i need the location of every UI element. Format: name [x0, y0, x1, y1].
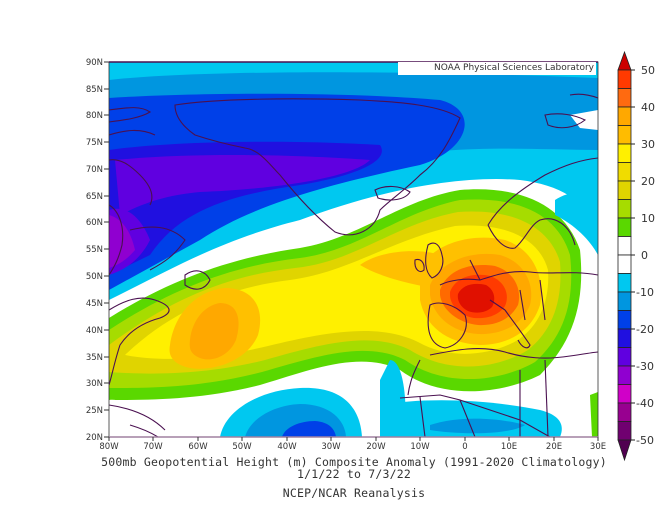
svg-text:50: 50: [641, 64, 655, 77]
svg-text:70N: 70N: [86, 165, 103, 175]
colorbar: [617, 50, 632, 462]
svg-text:40: 40: [641, 101, 655, 114]
svg-text:60N: 60N: [86, 218, 103, 228]
svg-text:20E: 20E: [546, 442, 562, 452]
svg-text:50N: 50N: [86, 272, 103, 282]
svg-text:80N: 80N: [86, 111, 103, 121]
svg-text:-50: -50: [636, 434, 654, 447]
svg-text:60W: 60W: [188, 442, 208, 452]
svg-text:70W: 70W: [143, 442, 163, 452]
svg-text:90N: 90N: [86, 58, 103, 68]
svg-text:30E: 30E: [590, 442, 606, 452]
svg-text:30: 30: [641, 138, 655, 151]
svg-text:25N: 25N: [86, 406, 103, 416]
svg-text:35N: 35N: [86, 353, 103, 363]
svg-text:20: 20: [641, 175, 655, 188]
lon-ticks: [108, 437, 599, 441]
svg-text:-10: -10: [636, 286, 654, 299]
map-title: 500mb Geopotential Height (m) Composite …: [101, 455, 607, 469]
svg-text:0: 0: [641, 249, 648, 262]
svg-text:30W: 30W: [321, 442, 341, 452]
svg-text:-20: -20: [636, 323, 654, 336]
svg-text:85N: 85N: [86, 85, 103, 95]
svg-text:30N: 30N: [86, 379, 103, 389]
svg-text:50W: 50W: [232, 442, 252, 452]
svg-text:20W: 20W: [366, 442, 386, 452]
svg-text:0: 0: [462, 442, 467, 452]
svg-text:40N: 40N: [86, 326, 103, 336]
svg-text:-40: -40: [636, 397, 654, 410]
coastlines: [109, 93, 598, 437]
credit-label: NOAA Physical Sciences Laboratory: [398, 62, 596, 75]
svg-text:10: 10: [641, 212, 655, 225]
svg-text:10E: 10E: [501, 442, 517, 452]
svg-text:45N: 45N: [86, 299, 103, 309]
svg-text:75N: 75N: [86, 138, 103, 148]
lat-labels: 90N 85N 80N 75N 70N 65N 60N 55N 50N 45N …: [86, 58, 103, 443]
svg-text:20N: 20N: [86, 433, 103, 443]
lat-ticks: [104, 61, 109, 438]
map-date-range: 1/1/22 to 7/3/22: [297, 467, 411, 481]
svg-text:80W: 80W: [99, 442, 119, 452]
lon-labels: 80W 70W 60W 50W 40W 30W 20W 10W 0 10E 20…: [99, 442, 606, 452]
svg-text:10W: 10W: [410, 442, 430, 452]
contour-field: [109, 62, 598, 437]
svg-text:65N: 65N: [86, 192, 103, 202]
colorbar-labels: 50 40 30 20 10 0 -10 -20 -30 -40 -50: [636, 64, 655, 447]
map-source: NCEP/NCAR Reanalysis: [282, 486, 426, 500]
svg-text:55N: 55N: [86, 245, 103, 255]
svg-text:-30: -30: [636, 360, 654, 373]
svg-text:40W: 40W: [277, 442, 297, 452]
